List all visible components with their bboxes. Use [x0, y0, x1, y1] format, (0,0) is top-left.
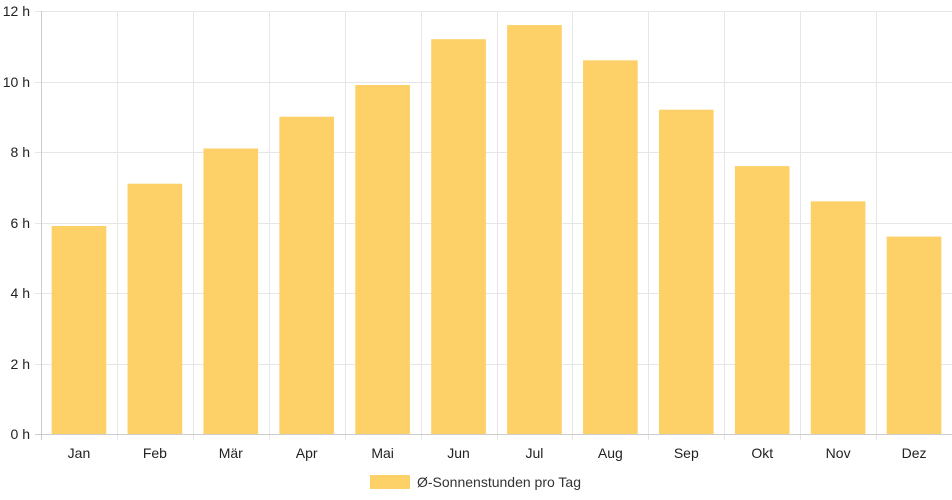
bar-Apr[interactable] [279, 116, 335, 434]
legend[interactable]: Ø-Sonnenstunden pro Tag [370, 474, 581, 490]
bar-Mär[interactable] [203, 148, 259, 435]
x-tick-label: Aug [598, 445, 623, 461]
x-tick-label: Apr [296, 445, 318, 461]
bar-Jan[interactable] [51, 226, 107, 434]
grid-lines [35, 11, 952, 440]
bar-Aug[interactable] [583, 60, 638, 434]
bar-Dez[interactable] [886, 236, 942, 434]
x-tick-label: Okt [751, 445, 773, 461]
y-tick-label: 4 h [11, 285, 30, 301]
bar-Sep[interactable] [658, 109, 714, 434]
y-tick-label: 6 h [11, 215, 30, 231]
legend-swatch [370, 475, 410, 489]
bar-Jun[interactable] [431, 39, 486, 434]
x-axis-tick-labels: Jan Feb Mär Apr Mai Jun Jul Aug Sep Okt Nov Dez [68, 445, 927, 461]
x-tick-label: Mär [219, 445, 243, 461]
y-tick-label: 8 h [11, 144, 30, 160]
bar-Nov[interactable] [810, 201, 866, 434]
x-tick-label: Mai [371, 445, 394, 461]
x-tick-label: Dez [902, 445, 927, 461]
x-tick-label: Sep [674, 445, 699, 461]
legend-label: Ø-Sonnenstunden pro Tag [417, 474, 581, 490]
x-tick-label: Jul [526, 445, 544, 461]
bar-Feb[interactable] [127, 183, 183, 434]
y-tick-label: 10 h [3, 74, 30, 90]
y-axis-tick-labels: 0 h 2 h 4 h 6 h 8 h 10 h 12 h [3, 3, 30, 442]
y-tick-label: 0 h [11, 426, 30, 442]
x-tick-label: Jan [68, 445, 91, 461]
axes [35, 11, 952, 440]
x-tick-label: Jun [447, 445, 470, 461]
bars [51, 25, 942, 435]
x-tick-label: Nov [826, 445, 851, 461]
bar-Mai[interactable] [355, 85, 410, 435]
bar-Jul[interactable] [507, 25, 562, 434]
x-tick-label: Feb [143, 445, 167, 461]
y-tick-label: 2 h [11, 356, 30, 372]
bar-Okt[interactable] [734, 166, 790, 434]
y-tick-label: 12 h [3, 3, 30, 19]
